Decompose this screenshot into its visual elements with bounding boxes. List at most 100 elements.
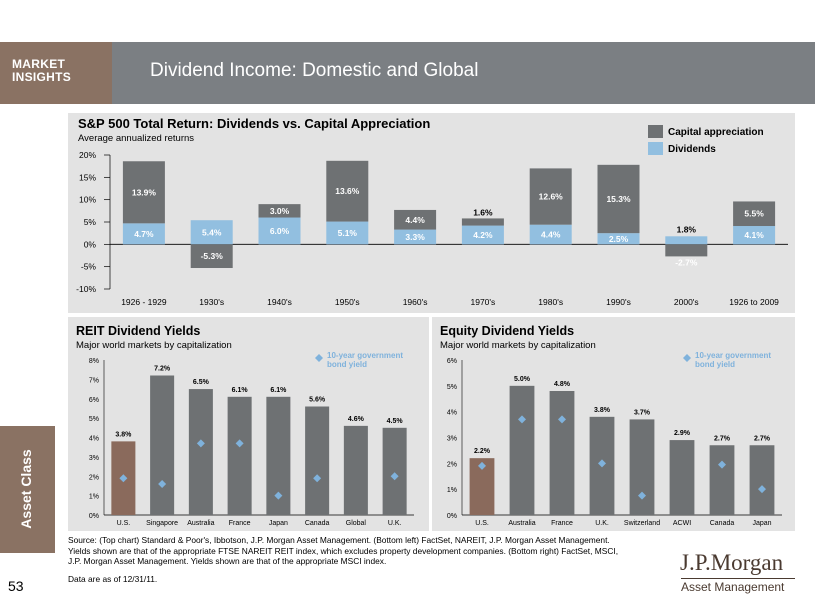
y-tick-label: -10% [76,284,96,294]
x-category-label: Japan [269,520,288,527]
x-category-label: 1970's [471,297,496,307]
bar-value-label: 5.6% [309,397,326,404]
dividends-bar [326,221,369,245]
x-category-label: U.S. [117,520,131,527]
yield-bar [669,440,695,515]
dividends-bar [665,236,708,245]
dividends-value-label: 6.0% [270,226,290,236]
bar-value-label: 3.8% [594,407,611,414]
bond-yield-marker [158,480,167,488]
yield-bar [549,391,575,515]
bar-value-label: 4.8% [554,381,571,388]
y-tick-label: 3% [447,436,457,443]
legend-swatch-dividends [648,142,663,155]
y-tick-label: 6% [447,358,457,365]
legend-bond-marker [683,354,691,362]
y-tick-label: 20% [79,150,96,160]
sp500-total-return-chart: S&P 500 Total Return: Dividends vs. Capi… [76,116,788,307]
bond-yield-marker [518,415,526,424]
x-category-label: 1930's [199,297,224,307]
top-chart-title: S&P 500 Total Return: Dividends vs. Capi… [78,116,430,131]
x-category-label: 1926 to 2009 [729,297,779,307]
dividends-bar [122,223,165,245]
x-category-label: 1950's [335,297,360,307]
dividends-bar [258,217,301,245]
source-footnote: Source: (Top chart) Standard & Poor's, I… [68,535,678,567]
bar-value-label: 4.5% [387,418,404,425]
dividends-bar [394,229,437,245]
yield-bar [227,396,252,515]
dividends-bar [461,225,504,245]
legend-bond-label-line2: bond yield [695,360,735,369]
capital-appreciation-bar [529,168,572,225]
y-tick-label: 5% [447,384,457,391]
asset-class-label: Asset Class [18,449,34,529]
bond-yield-marker [196,439,205,448]
y-tick-label: 8% [89,358,99,365]
y-tick-label: 0% [89,513,99,520]
y-tick-label: 0% [84,239,97,249]
capital-appreciation-value-label: -2.7% [675,257,698,267]
dividends-value-label: 3.3% [405,232,425,242]
dividends-bar [733,226,776,245]
x-category-label: 1926 - 1929 [121,297,167,307]
y-tick-label: 15% [79,172,96,182]
badge-line-2: INSIGHTS [12,70,72,84]
equity-chart-panel: Equity Dividend Yields Major world market… [432,317,795,531]
reit-dividend-yields-chart: REIT Dividend Yields Major world markets … [76,324,414,527]
y-tick-label: 0% [447,513,457,520]
bar-value-label: 2.7% [714,435,731,442]
x-category-label: France [551,520,573,527]
y-tick-label: 6% [89,397,99,404]
x-category-label: France [229,520,251,527]
capital-appreciation-bar [258,204,301,218]
legend-bond-label-line2: bond yield [327,360,367,369]
chart-title: Equity Dividend Yields [440,324,574,338]
dividends-bar [597,233,640,245]
x-category-label: 1980's [538,297,563,307]
yield-bar [509,385,535,515]
dividends-value-label: 4.4% [541,230,561,240]
bond-yield-marker [598,459,606,468]
capital-appreciation-bar [597,164,640,234]
capital-appreciation-bar [461,218,504,226]
yield-bar [343,425,368,515]
bar-value-label: 4.6% [348,416,365,423]
badge-line-1: MARKET [12,57,66,71]
capital-appreciation-value-label: 13.6% [335,186,360,196]
yield-bar [382,427,407,515]
capital-appreciation-bar [326,160,369,222]
page-number: 53 [8,578,24,594]
reit-chart-panel: REIT Dividend Yields Major world markets … [68,317,429,531]
page-title: Dividend Income: Domestic and Global [150,60,479,81]
header-bar [0,42,815,104]
x-category-label: U.K. [595,520,609,527]
bar-value-label: 6.1% [232,387,249,394]
yield-bar [305,406,330,515]
y-tick-label: 4% [89,436,99,443]
capital-appreciation-value-label: 4.4% [405,215,425,225]
bar-value-label: 2.9% [674,430,691,437]
dividends-value-label: 5.1% [338,228,358,238]
sp500-chart-panel: S&P 500 Total Return: Dividends vs. Capi… [68,113,795,313]
capital-appreciation-value-label: 1.6% [473,207,493,217]
bond-yield-marker [558,415,566,424]
x-category-label: 1990's [606,297,631,307]
bar-value-label: 2.2% [474,448,491,455]
capital-appreciation-value-label: 13.9% [132,187,157,197]
y-tick-label: 2% [447,461,457,468]
asset-class-tab[interactable] [0,426,55,553]
yield-bar [150,375,175,515]
market-insights-badge [0,42,112,104]
capital-appreciation-value-label: 5.5% [744,209,764,219]
bar-value-label: 3.7% [634,409,651,416]
x-category-label: U.K. [388,520,402,527]
top-chart-subtitle: Average annualized returns [78,133,194,144]
x-category-label: U.S. [475,520,489,527]
capital-appreciation-bar [394,209,437,230]
x-category-label: Australia [187,520,214,527]
logo-subtitle: Asset Management [681,580,785,594]
y-tick-label: 5% [89,416,99,423]
capital-appreciation-bar [190,244,233,269]
capital-appreciation-value-label: 3.0% [270,206,290,216]
